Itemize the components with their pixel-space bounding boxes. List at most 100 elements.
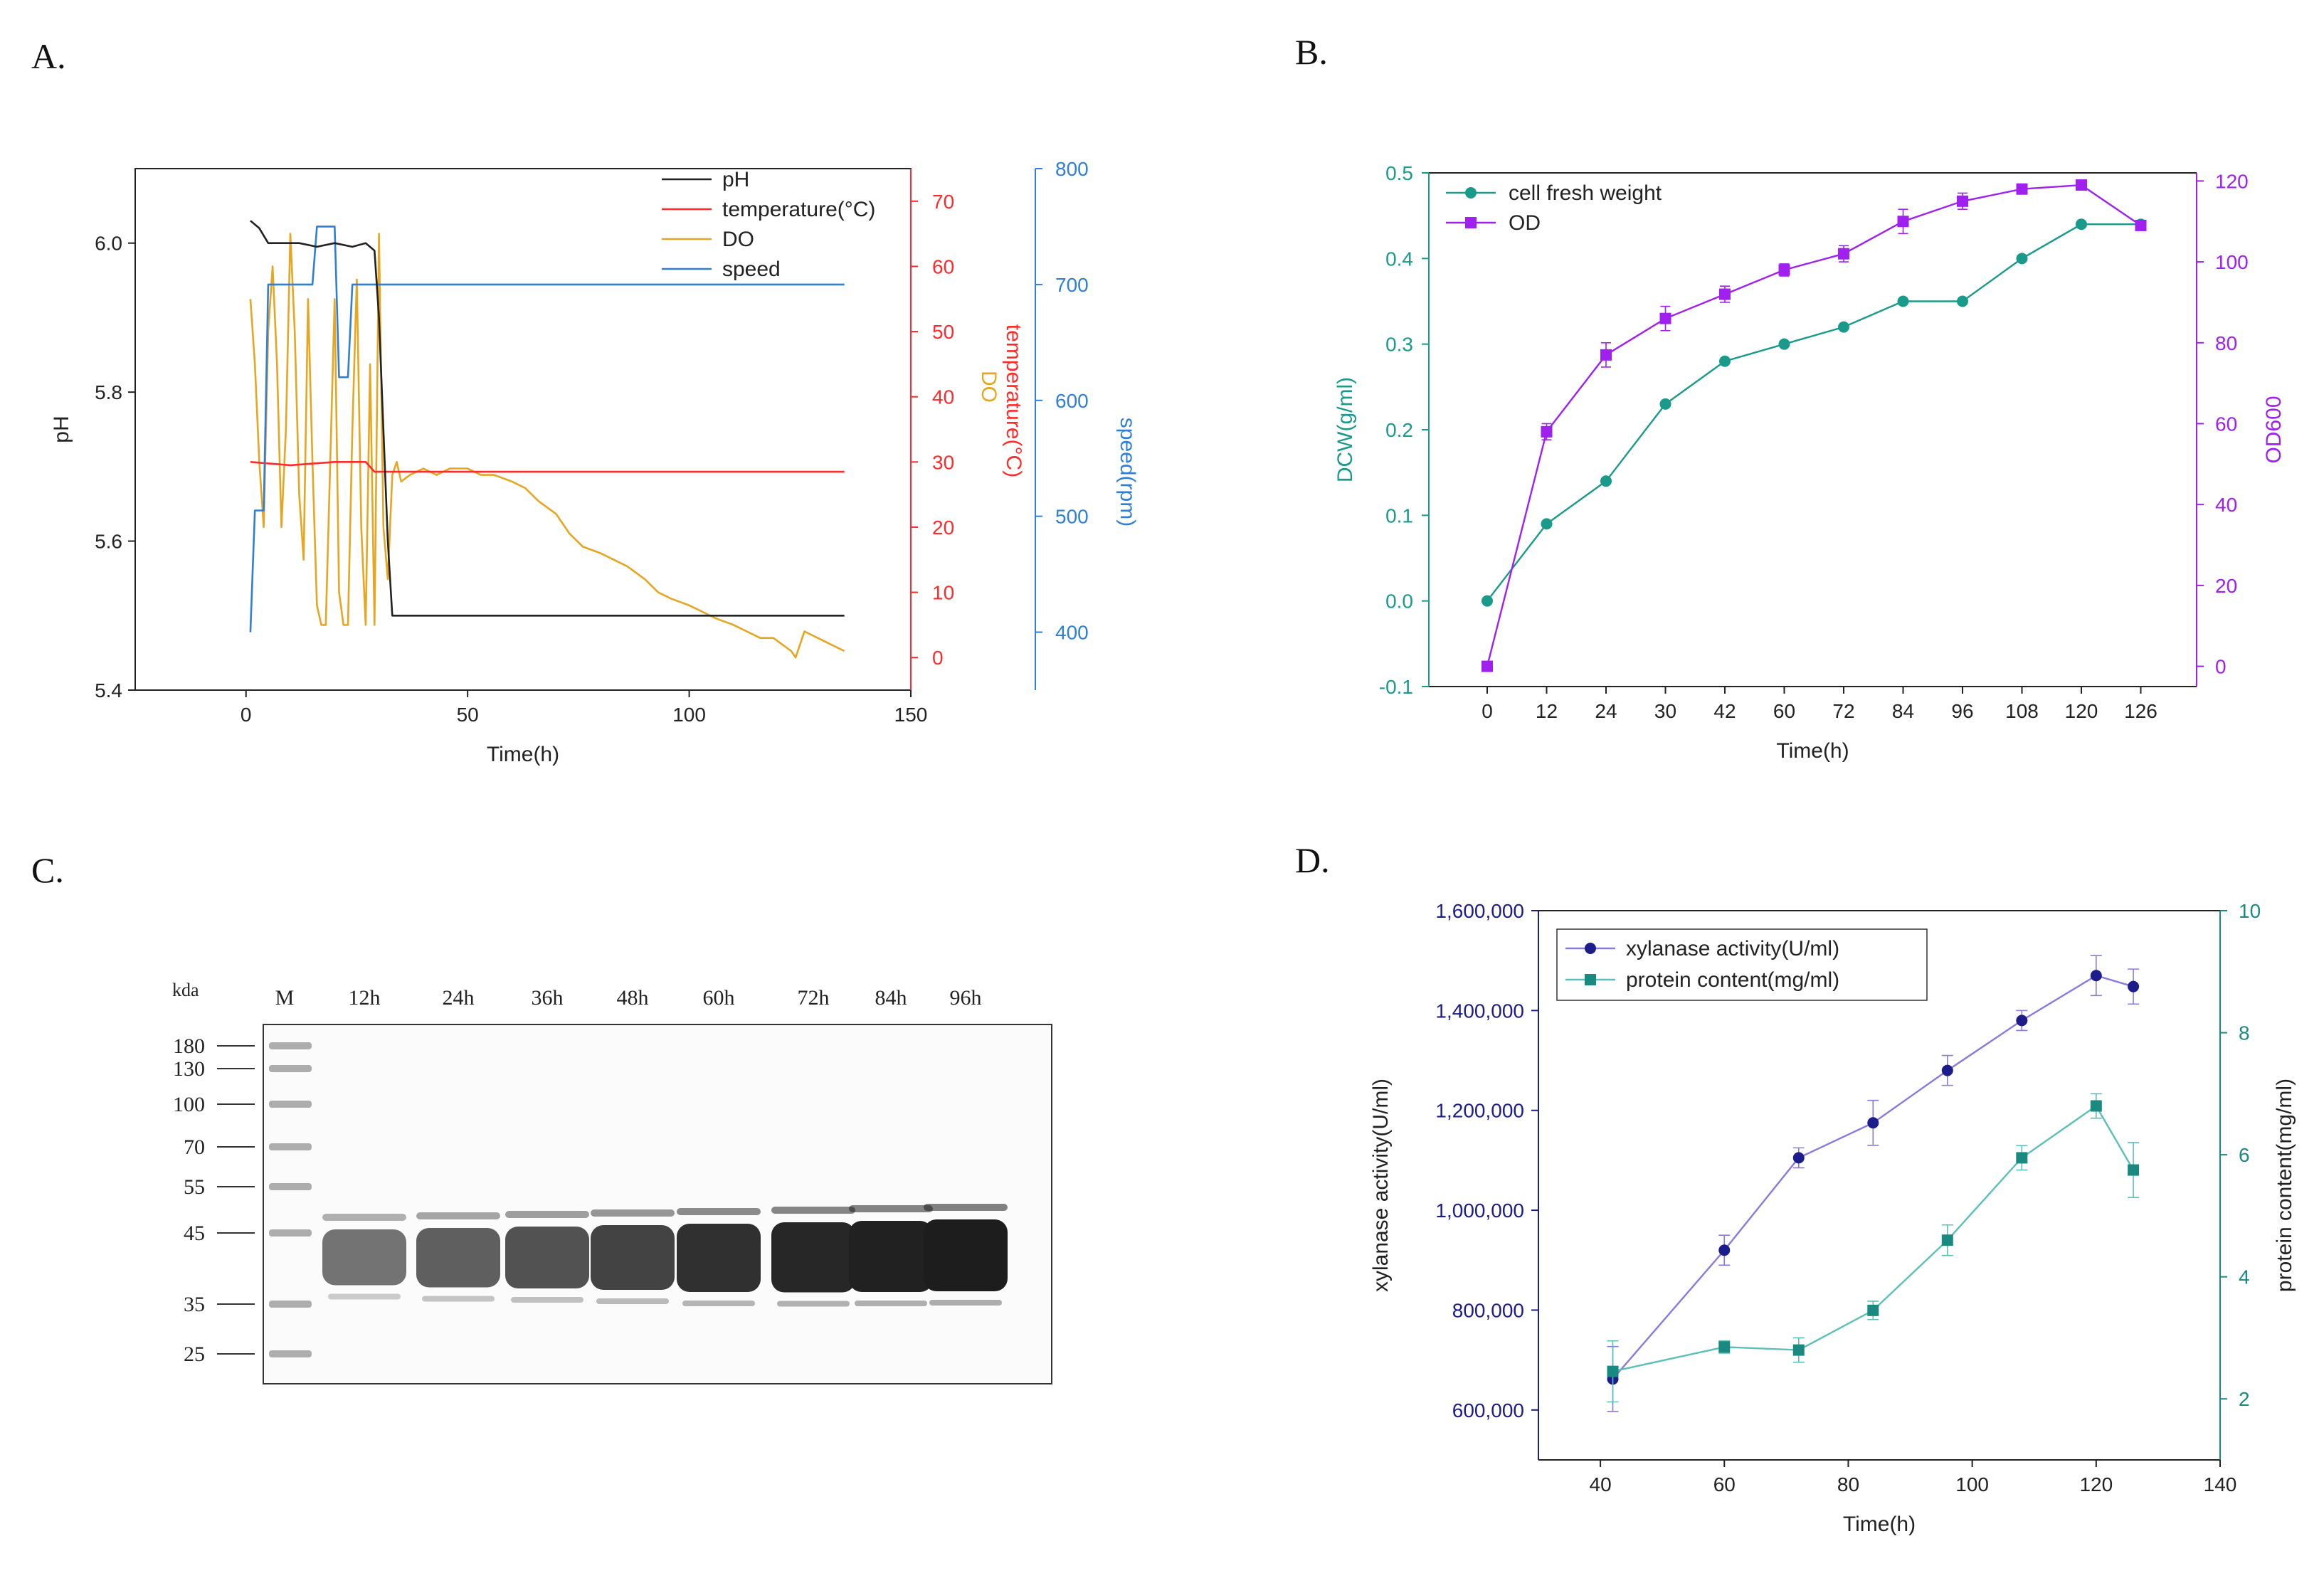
protein-band-lower: [596, 1298, 669, 1304]
data-point: [1718, 1244, 1731, 1256]
lane-label: 60h: [703, 986, 735, 1010]
y-tick-label: 0.5: [1385, 162, 1413, 184]
y2-tick-label: 60: [2215, 413, 2237, 435]
y2-axis-label: OD600: [2262, 396, 2286, 463]
data-point: [1541, 425, 1553, 438]
ph-axis-label: pH: [50, 415, 73, 443]
y2-tick-label: 0: [2215, 656, 2227, 678]
protein-band-upper: [591, 1209, 675, 1217]
legend-label: cell fresh weight: [1509, 181, 1662, 205]
data-point: [1957, 295, 1968, 307]
x-tick-label: 120: [2079, 1473, 2113, 1495]
chart-b: 0 12 24 30 42 60 72 84 96 108 120 126 Time(h) -0.1 0.0…: [1333, 162, 2286, 763]
series-line-cell-fresh-weight: [1486, 223, 2141, 602]
ladder-band: [269, 1101, 312, 1108]
y-tick-label: 0.4: [1385, 248, 1413, 270]
x-tick-label: 60: [1713, 1473, 1736, 1495]
x-tick-label: 84: [1892, 700, 1914, 722]
y-axis-label: DCW(g/ml): [1333, 377, 1357, 482]
data-point: [1541, 518, 1553, 530]
marker-size-label: 35: [184, 1293, 205, 1316]
data-point: [1838, 321, 1849, 333]
data-point: [1719, 288, 1731, 300]
temperature-axis-label: temperature(°C): [1002, 324, 1025, 477]
temp-do-tick-label: 70: [932, 191, 954, 213]
y2-tick-label: 2: [2239, 1388, 2250, 1410]
gel-unit-label: kda: [172, 980, 199, 1000]
data-point: [1792, 1344, 1805, 1356]
marker-size-label: 70: [184, 1135, 205, 1159]
ladder-band: [269, 1183, 312, 1190]
data-point: [2076, 179, 2087, 191]
protein-band-upper: [322, 1214, 406, 1221]
x-tick-label: 100: [1955, 1473, 1989, 1495]
legend-label: speed: [722, 258, 781, 281]
data-point: [2016, 1015, 2028, 1027]
data-point: [1897, 295, 1909, 307]
x-tick-label: 150: [894, 704, 928, 726]
ladder-band: [269, 1229, 312, 1237]
temp-do-tick-label: 0: [932, 647, 944, 669]
legend-box: [1556, 928, 1928, 1001]
speed-axis-label: speed(rpm): [1116, 418, 1139, 526]
data-point: [1718, 1341, 1731, 1353]
y-tick-label: 800,000: [1452, 1299, 1524, 1321]
temp-do-tick-label: 10: [932, 582, 954, 604]
data-point: [2128, 1164, 2140, 1176]
protein-band-lower: [777, 1301, 850, 1307]
data-point: [1778, 338, 1790, 350]
protein-band: [677, 1224, 761, 1292]
ladder-band: [269, 1065, 312, 1072]
do-axis-label: DO: [977, 371, 1000, 403]
data-point: [2076, 218, 2087, 231]
y-tick-label: 1,000,000: [1435, 1200, 1524, 1222]
temp-do-tick-label: 40: [932, 386, 954, 408]
x-tick-label: 72: [1832, 700, 1854, 722]
speed-tick-label: 600: [1055, 390, 1089, 412]
data-point: [1659, 312, 1671, 324]
data-point: [1957, 195, 1968, 207]
data-point: [2135, 219, 2147, 231]
y2-tick-label: 80: [2215, 332, 2237, 354]
data-point: [1600, 349, 1612, 361]
gel-frame: [263, 1024, 1052, 1384]
y-tick-label: -0.1: [1379, 676, 1413, 698]
panel-label-d: D.: [1295, 840, 1330, 880]
x-tick-label: 0: [1481, 700, 1493, 722]
ladder-band: [269, 1143, 312, 1150]
legend-label: DO: [722, 228, 754, 251]
chart-d: 40 60 80 100 120 140 Time(h) 600,000 800,000 1,00…: [1369, 900, 2296, 1536]
data-point: [1867, 1117, 1879, 1129]
marker-size-label: 130: [173, 1057, 205, 1081]
protein-band: [771, 1222, 855, 1293]
temp-do-tick-label: 50: [932, 321, 954, 343]
protein-band-lower: [682, 1301, 755, 1306]
x-tick-label: 108: [2005, 700, 2039, 722]
protein-band-upper: [505, 1211, 589, 1218]
legend-label: OD: [1509, 211, 1541, 235]
x-tick-label: 100: [672, 704, 706, 726]
lane-label: 24h: [443, 986, 475, 1010]
x-tick-label: 42: [1713, 700, 1736, 722]
protein-band-lower: [511, 1297, 583, 1303]
ph-tick-label: 5.4: [95, 679, 122, 701]
data-point: [2016, 183, 2028, 195]
legend-marker: [1465, 217, 1477, 228]
data-point: [1941, 1234, 1953, 1246]
speed-tick-label: 500: [1055, 506, 1089, 528]
legend-label: temperature(°C): [722, 198, 875, 221]
protein-band-upper: [677, 1208, 761, 1215]
x-tick-label: 80: [1837, 1473, 1859, 1495]
y2-tick-label: 10: [2239, 900, 2261, 922]
protein-band: [924, 1219, 1008, 1291]
legend-label: xylanase activity(U/ml): [1626, 937, 1839, 960]
y2-tick-label: 100: [2215, 251, 2249, 273]
speed-tick-label: 400: [1055, 622, 1089, 644]
ph-tick-label: 6.0: [95, 233, 122, 255]
series-line-xylanase-activity: [1612, 974, 2134, 1380]
protein-band-upper: [924, 1204, 1008, 1211]
lane-label: 84h: [875, 986, 907, 1010]
data-point: [1792, 1152, 1805, 1164]
